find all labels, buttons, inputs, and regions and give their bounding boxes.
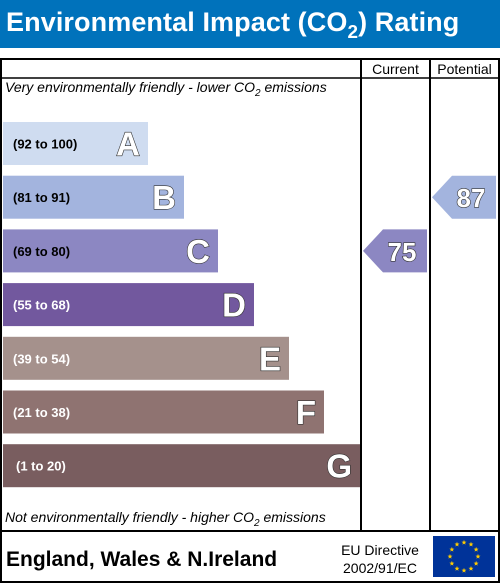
band-range-a: (92 to 100) <box>13 137 77 152</box>
band-d <box>3 283 254 327</box>
band-e <box>3 336 289 380</box>
potential-header: Potential <box>437 61 491 77</box>
band-range-e: (39 to 54) <box>13 351 70 366</box>
eu-star-icon <box>475 553 481 559</box>
eu-star-icon <box>461 539 467 545</box>
eu-star-icon <box>447 553 453 559</box>
current-header: Current <box>372 61 419 77</box>
band-b <box>3 175 184 219</box>
band-f <box>3 390 324 434</box>
eu-star-icon <box>468 541 474 547</box>
eu-star-icon <box>454 541 460 547</box>
eu-star-icon <box>473 560 479 566</box>
band-g <box>3 444 360 488</box>
current-rating-value: 75 <box>388 237 417 267</box>
potential-rating-pointer <box>432 175 496 219</box>
band-range-d: (55 to 68) <box>13 298 70 313</box>
band-range-b: (81 to 91) <box>13 190 70 205</box>
eu-star-icon <box>461 567 467 573</box>
band-range-c: (69 to 80) <box>13 244 70 259</box>
band-letter-d: D <box>222 287 246 324</box>
eu-star-icon <box>468 566 474 571</box>
current-rating-pointer <box>363 229 427 273</box>
directive-line-2: 2002/91/EC <box>343 560 417 576</box>
eu-star-icon <box>454 566 460 571</box>
eu-star-icon <box>449 546 455 552</box>
chart-frame <box>0 58 500 583</box>
potential-rating-value: 87 <box>457 183 486 213</box>
rating-bands: (92 to 100) A (81 to 91) B (69 to 80) C (55 to… <box>3 122 360 488</box>
band-c <box>3 229 218 273</box>
directive-line-1: EU Directive <box>341 542 419 558</box>
band-letter-g: G <box>326 448 352 485</box>
eu-star-icon <box>473 546 479 552</box>
band-a <box>3 122 148 165</box>
band-letter-e: E <box>259 340 281 377</box>
region-label: England, Wales & N.Ireland <box>6 548 277 571</box>
band-letter-b: B <box>152 179 176 216</box>
title-prefix: Environmental Impact (CO <box>6 7 348 37</box>
band-range-g: (1 to 20) <box>16 459 66 474</box>
title-bar: Environmental Impact (CO2) Rating <box>0 0 500 48</box>
chart-title: Environmental Impact (CO2) Rating <box>6 7 460 43</box>
band-range-f: (21 to 38) <box>13 405 70 420</box>
eu-star-icon <box>449 560 455 566</box>
title-subscript: 2 <box>347 21 359 43</box>
rating-pointers: 75 87 <box>363 175 496 273</box>
band-letter-f: F <box>296 394 316 431</box>
band-letter-c: C <box>186 233 210 270</box>
bottom-caption: Not environmentally friendly - higher CO… <box>5 509 326 529</box>
title-suffix: ) Rating <box>358 7 460 37</box>
top-caption: Very environmentally friendly - lower CO… <box>5 79 327 99</box>
eu-flag-icon <box>433 536 495 577</box>
band-letter-a: A <box>116 126 140 163</box>
